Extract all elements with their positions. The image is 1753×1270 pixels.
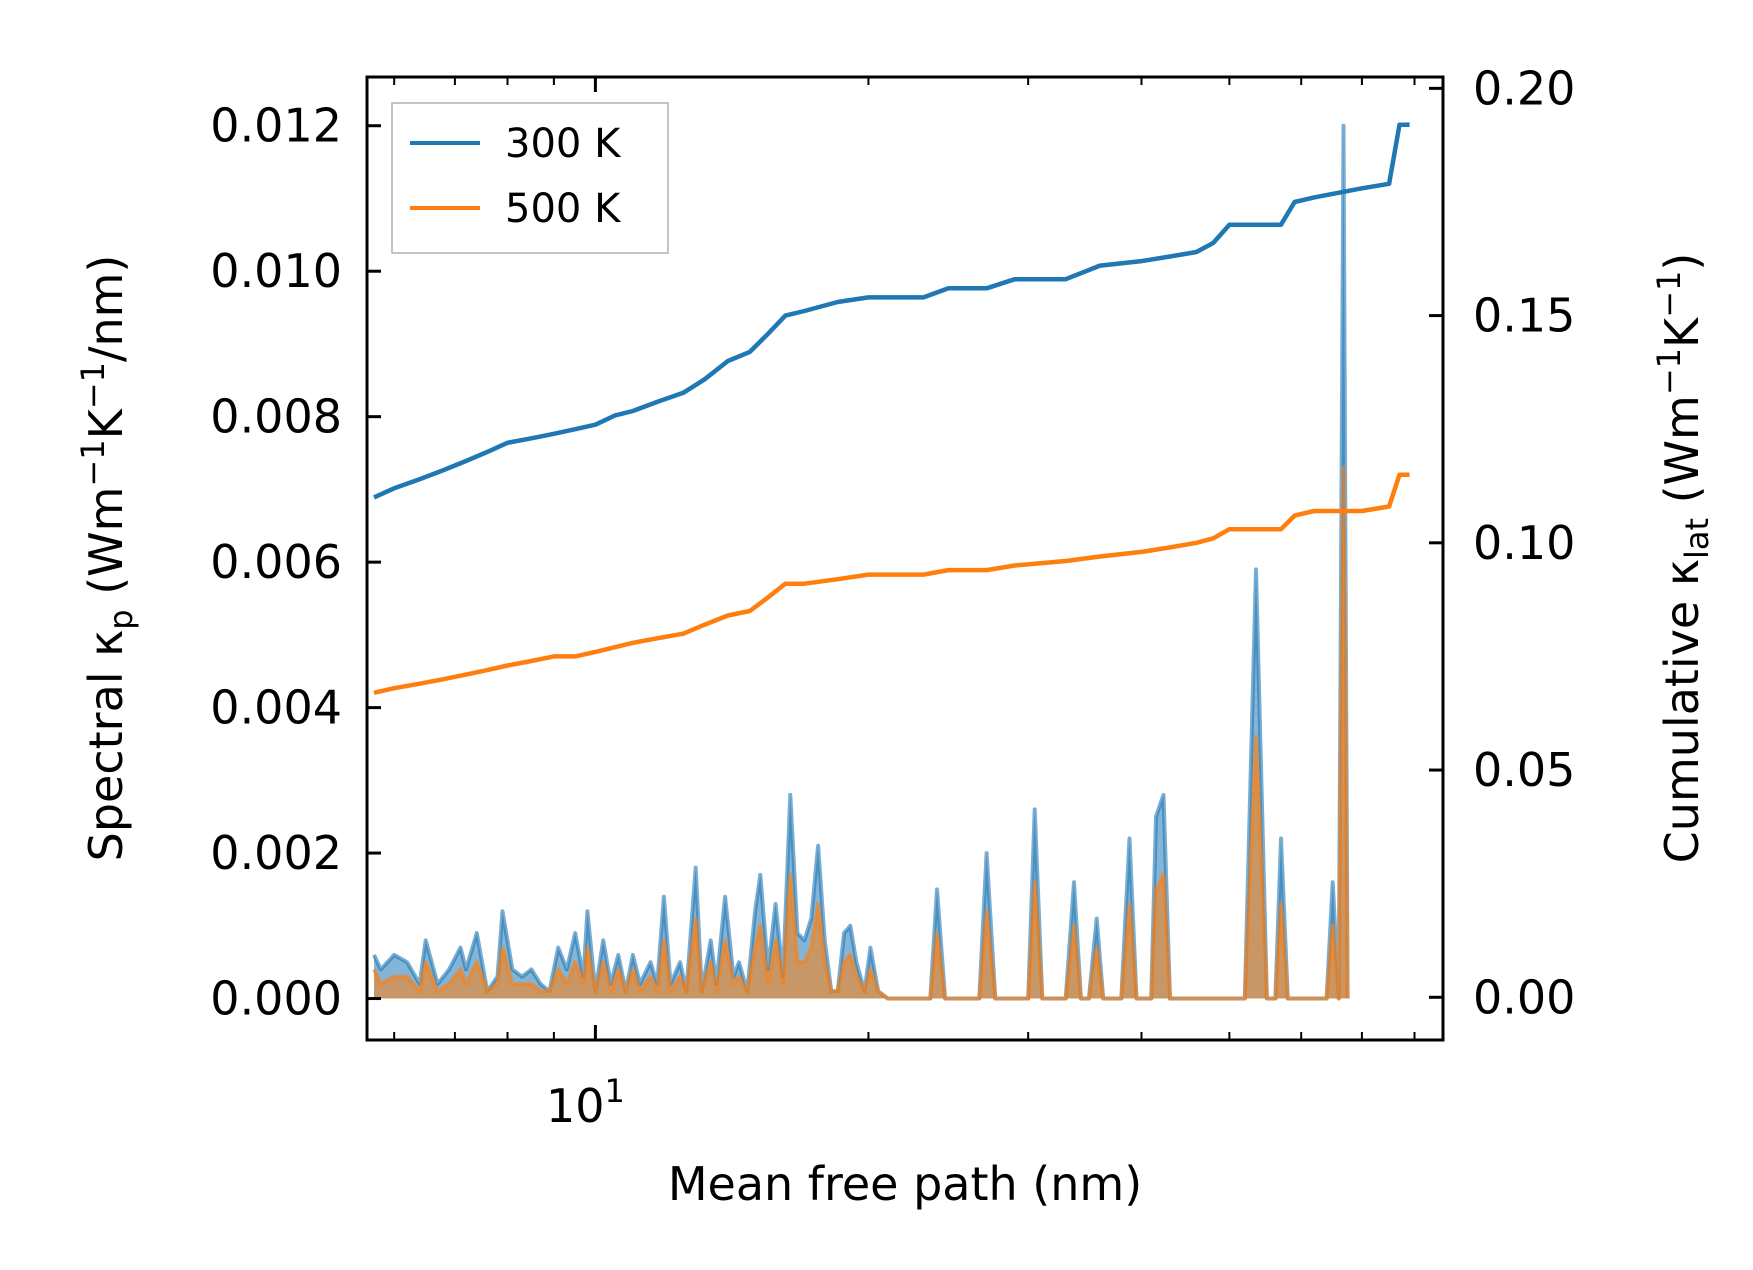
left-tick-label: 0.000 [210, 972, 342, 1026]
right-axis-title-middle: (Wm [1655, 395, 1709, 518]
right-tick-label: 0.05 [1473, 743, 1575, 797]
left-tick-label: 0.002 [210, 826, 342, 880]
left-axis-title-middle: (Wm [79, 487, 133, 610]
left-tick-label: 0.004 [210, 681, 342, 735]
legend-label-300k: 300 K [505, 121, 622, 167]
left-axis-ticks: 0.000 0.002 0.004 0.006 0.008 0.010 0.012 [210, 99, 381, 1026]
left-axis-title-sup1: −1 [74, 439, 112, 486]
left-axis-title-suffix: /nm) [79, 255, 133, 362]
right-axis-title-prefix: Cumulative κ [1655, 559, 1709, 863]
x-axis-ticks: 101 [393, 77, 1416, 1133]
right-tick-label: 0.00 [1473, 970, 1575, 1024]
left-axis-title-sup2: −1 [74, 362, 112, 409]
legend-label-500k: 500 K [505, 186, 622, 232]
right-axis-ticks: 0.00 0.05 0.10 0.15 0.20 [1429, 61, 1575, 1024]
cumulative-line-300k [373, 122, 1410, 500]
right-axis-title-sup1: −1 [1650, 348, 1688, 395]
right-axis-title-sup2: −1 [1650, 271, 1688, 318]
cumulative-line-500k [373, 472, 1410, 695]
left-tick-label: 0.006 [210, 535, 342, 589]
left-tick-label: 0.012 [210, 99, 342, 153]
legend-box [391, 102, 669, 254]
right-axis-title: Cumulative κlat (Wm−1K−1) [1650, 253, 1716, 864]
right-tick-label: 0.15 [1473, 289, 1575, 343]
left-axis-title-k: K [79, 407, 133, 439]
x-tick-label-exponent: 1 [604, 1072, 624, 1110]
left-axis-title-sub: p [102, 609, 140, 629]
cumulative-layer [373, 122, 1410, 695]
x-tick-label-base: 10 [546, 1079, 605, 1133]
right-tick-label: 0.10 [1473, 516, 1575, 570]
right-tick-label: 0.20 [1473, 61, 1575, 115]
spectral-line-500k [372, 465, 1350, 1001]
right-axis-title-sub: lat [1678, 518, 1716, 559]
left-axis-title-prefix: Spectral κ [79, 630, 133, 862]
x-axis-title: Mean free path (nm) [668, 1157, 1142, 1211]
left-axis-title: Spectral κp (Wm−1K−1/nm) [74, 255, 140, 862]
spectral-layer [372, 123, 1350, 1001]
plot-frame [365, 75, 1445, 1042]
spectral-area-500k [374, 467, 1348, 999]
left-tick-label: 0.010 [210, 244, 342, 298]
right-axis-title-suffix: ) [1655, 253, 1709, 271]
x-tick-label: 101 [546, 1072, 625, 1133]
right-axis-title-k: K [1655, 316, 1709, 348]
legend: 300 K 500 K [391, 102, 669, 254]
left-tick-label: 0.008 [210, 390, 342, 444]
